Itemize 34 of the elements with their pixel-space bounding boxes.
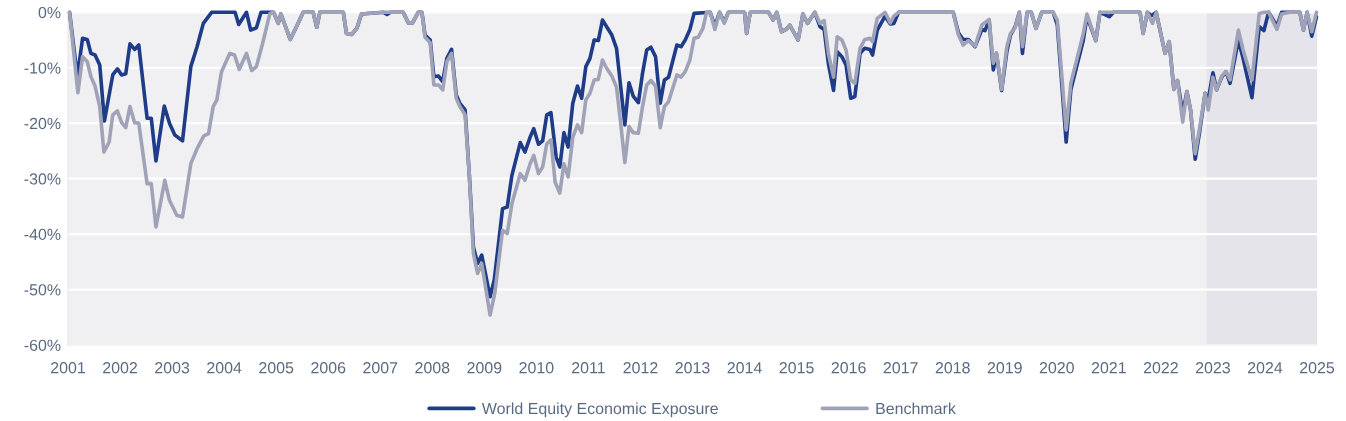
legend-label: World Equity Economic Exposure xyxy=(481,402,718,418)
x-tick-label: 2001 xyxy=(51,362,85,374)
x-tick-label: 2007 xyxy=(363,362,398,374)
x-tick-label: 2023 xyxy=(1195,362,1230,374)
x-tick-label: 2019 xyxy=(987,362,1022,374)
y-tick-label: -50% xyxy=(24,284,61,296)
x-tick-label: 2025 xyxy=(1300,362,1335,374)
y-tick-label: -20% xyxy=(24,117,61,130)
x-tick-label: 2017 xyxy=(883,362,918,374)
x-tick-label: 2006 xyxy=(311,362,346,374)
x-tick-label: 2009 xyxy=(467,362,502,374)
x-tick-label: 2024 xyxy=(1248,362,1283,374)
y-tick-label: -10% xyxy=(24,62,61,74)
y-tick-label: -60% xyxy=(24,339,61,351)
x-tick-label: 2016 xyxy=(831,362,866,374)
x-tick-label: 2002 xyxy=(103,362,138,374)
y-tick-label: -30% xyxy=(24,173,61,185)
y-tick-label: 0% xyxy=(38,6,61,19)
x-tick-label: 2022 xyxy=(1143,362,1178,374)
x-tick-label: 2012 xyxy=(623,362,658,374)
x-tick-label: 2021 xyxy=(1091,362,1126,374)
x-tick-label: 2013 xyxy=(675,362,710,374)
x-tick-label: 2020 xyxy=(1039,362,1074,374)
y-tick-label: -40% xyxy=(24,228,61,241)
x-tick-label: 2004 xyxy=(207,362,242,374)
x-tick-label: 2005 xyxy=(259,362,294,374)
x-tick-label: 2014 xyxy=(727,362,762,374)
x-tick-label: 2008 xyxy=(415,362,450,374)
x-tick-label: 2015 xyxy=(779,362,814,374)
x-tick-label: 2018 xyxy=(935,362,970,374)
x-tick-label: 2010 xyxy=(519,362,554,374)
x-tick-label: 2011 xyxy=(572,362,605,374)
legend-label: Benchmark xyxy=(876,402,956,415)
x-tick-label: 2003 xyxy=(155,362,190,374)
